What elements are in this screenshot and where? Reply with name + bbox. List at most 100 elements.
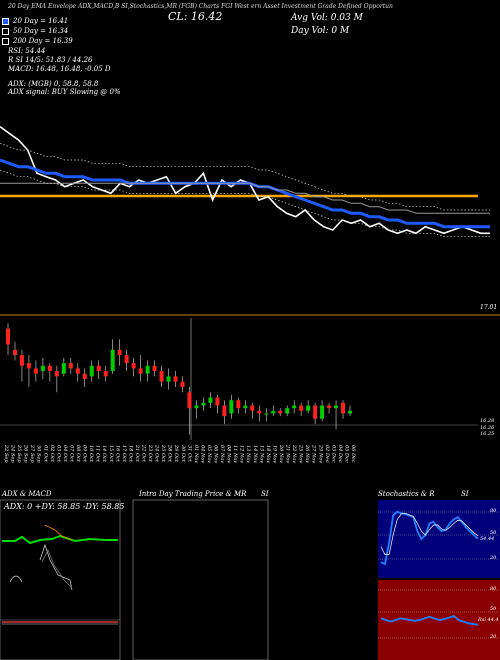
intraday-si: SI [261,490,269,498]
candle-body [89,365,94,377]
candle-body [327,405,332,409]
intraday-panel-frame [132,499,269,660]
day-vol-label: Day Vol: 0 M [291,26,350,36]
date-label: 19 Nov [271,445,277,463]
candle-body [54,371,59,377]
date-label: 27 Sep [29,444,35,463]
date-label: 15 Nov [258,445,264,463]
date-label: 18 Oct [127,445,133,463]
date-label: 22 Sep [3,444,9,463]
series-price [0,126,490,235]
date-label: 08 Oct [75,445,81,463]
rsi-tick: 80 [490,586,497,592]
adx-line: ADX: (MGB) 0, 58.8, 58.8 [8,80,99,88]
candle-body [292,405,297,409]
candle-body [19,355,24,366]
stoch-k-line [380,510,479,566]
adx-values: ADX: 0 +DY: 58.85 -DY: 58.85 [4,502,125,511]
date-label: 24 Oct [154,444,160,463]
adx-plus-line [2,534,118,545]
candle-axis-label: 16.25 [480,431,495,437]
date-label: 21 Nov [285,444,291,463]
candle-body [40,365,45,372]
candle-body [250,405,255,411]
stoch-value: 54.44 [480,536,495,542]
date-label: 25 Sep [16,444,22,463]
stoch-d-line [380,512,479,555]
candle-body [117,349,122,356]
adx-minus-line [44,524,73,541]
intraday-panel-title: Intra Day Trading Price & MR [139,490,247,498]
date-label: 07 Nov [219,445,225,463]
candle-axis-label: 16.26 [480,425,495,431]
candle-body [12,349,17,356]
date-label: 17 Oct [121,445,127,463]
candle-body [285,408,290,414]
legend-sma20-label: 20 Day = 16.41 [13,17,69,25]
macd-line [39,543,73,591]
date-label: 14 Oct [101,445,107,463]
date-label: 25 Oct [160,444,166,463]
candle-body [334,405,339,409]
candle-body [159,371,164,382]
date-label: 24 Sep [10,444,16,463]
date-label: 06 Dec [350,445,356,463]
date-label: 04 Dec [337,445,343,463]
candle-body [96,365,101,372]
header-line: 20 Day EMA Envelope ADX,MACD,B SI,Stocha… [8,3,393,10]
candle-body [313,405,318,419]
date-label: 05 Dec [343,445,349,463]
date-label: 04 Oct [62,445,68,463]
candle-body [145,365,150,374]
si-line: R SI 14/5: 51.83 / 44.26 [8,56,93,64]
candle-body [124,355,129,364]
candle-body [348,410,352,414]
legend-swatch [2,17,9,25]
date-label: 30 Sep [36,445,42,463]
candle-body [215,397,220,406]
date-label: 18 Nov [265,445,271,463]
date-label: 26 Nov [304,444,310,463]
date-label: 02 Dec [324,445,330,463]
candle-body [61,363,66,374]
candle-body [6,328,10,345]
candle-body [201,402,206,406]
candle-body [47,365,52,372]
date-label: 02 Oct [49,445,55,463]
candle-body [257,410,262,414]
macd-signal-line [41,549,73,589]
date-label: 03 Oct [55,445,61,463]
date-label: 23 Oct [147,444,153,463]
date-label: 26 Sep [23,444,29,463]
date-label: 13 Nov [245,445,251,463]
date-label: 21 Oct [134,444,140,463]
close-label: CL: 16.42 [168,10,223,23]
date-label: 27 Nov [311,444,317,463]
legend-sma50-label: 50 Day = 16.34 [13,27,69,35]
date-label: 05 Nov [206,445,212,463]
date-label: 08 Nov [226,445,232,463]
date-label: 16 Oct [114,445,120,463]
candle-body [229,400,234,414]
candle-body [278,410,283,414]
candle-body [68,363,73,369]
candle-body [320,405,325,419]
avg-vol-label: Avg Vol: 0.03 M [291,13,363,23]
legend-swatch [2,27,9,35]
adx-panel-title: ADX & MACD [2,490,52,498]
date-label: 06 Nov [213,445,219,463]
date-label: 31 Oct [186,445,192,463]
legend-swatch [2,37,9,45]
candle-body [187,392,192,409]
series-50-day [0,182,490,214]
candle-axis-label: 16.28 [480,418,495,424]
date-label: 03 Dec [330,445,336,463]
candle-body [26,363,31,369]
date-label: 28 Oct [167,444,173,463]
candle-body [110,349,115,372]
candle-body [131,363,136,369]
candle-body [299,405,304,411]
date-label: 01 Nov [193,445,199,463]
rsi-value: Rsi 44.4 [478,617,499,623]
